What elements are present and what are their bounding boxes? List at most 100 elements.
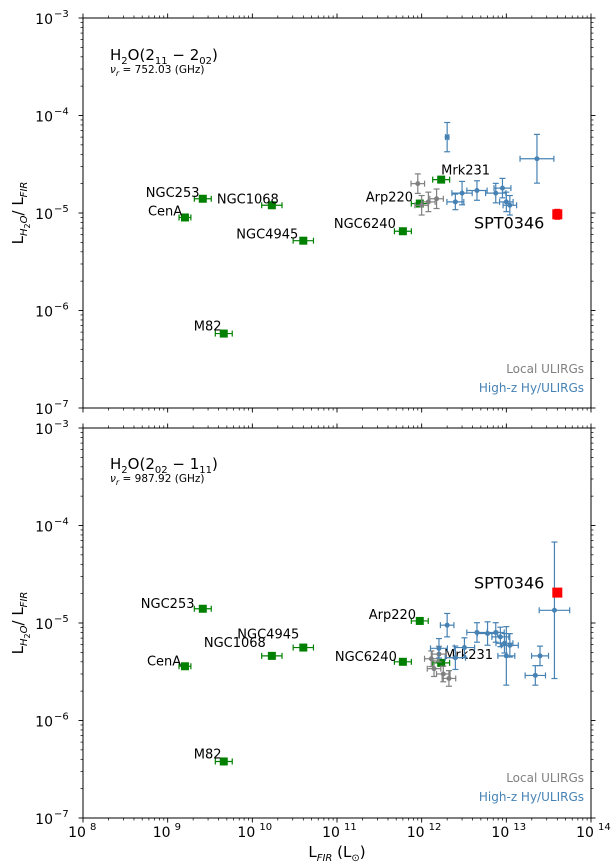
- highz-ulirg-marker: [444, 622, 450, 628]
- nearby-galaxy-marker: [198, 604, 207, 613]
- nearby-galaxy-marker: [415, 199, 424, 208]
- panel-top-title: H2O(211 − 202): [110, 46, 218, 67]
- highz-ulirg-marker: [459, 190, 465, 196]
- nearby-galaxy-marker: [180, 662, 189, 671]
- y-tick-exponent: −3: [54, 419, 69, 430]
- local-ulirg-marker: [431, 666, 437, 672]
- y-tick-label: 10: [35, 305, 53, 321]
- highz-ulirg-marker: [461, 645, 467, 651]
- highz-ulirg-marker: [534, 156, 540, 162]
- galaxy-label: NGC6240: [335, 650, 397, 665]
- galaxy-label: NGC253: [146, 186, 200, 201]
- nearby-galaxy-marker: [267, 201, 276, 210]
- nearby-galaxy-marker: [219, 757, 228, 766]
- highz-ulirg-marker: [537, 653, 543, 659]
- y-tick-label: 10: [35, 402, 53, 418]
- x-axis-label: LFIR (L⊙): [308, 843, 365, 863]
- x-tick-exponent: 13: [513, 822, 526, 833]
- y-tick-label: 10: [35, 520, 53, 536]
- y-tick-exponent: −5: [54, 204, 69, 215]
- x-tick-exponent: 8: [90, 822, 96, 833]
- galaxy-label: CenA: [148, 204, 182, 219]
- nearby-galaxy-marker: [198, 194, 207, 203]
- x-tick-label: 10: [407, 825, 425, 841]
- y-tick-label: 10: [35, 617, 53, 633]
- galaxy-label: NGC4945: [236, 228, 298, 243]
- y-tick-label: 10: [35, 207, 53, 223]
- highz-ulirg-marker: [503, 199, 509, 205]
- x-tick-label: 10: [491, 825, 509, 841]
- y-tick-label: 10: [35, 715, 53, 731]
- y-tick-exponent: −7: [54, 809, 69, 820]
- marks-top: 10−710−610−510−410 −3NGC253CenANGC1068NGC…: [35, 9, 596, 418]
- y-tick-exponent: −4: [54, 517, 69, 528]
- highz-ulirg-marker: [474, 188, 480, 194]
- x-tick-label: 10: [153, 825, 171, 841]
- highz-ulirg-marker: [499, 185, 505, 191]
- highz-ulirg-marker: [436, 645, 442, 651]
- nearby-galaxy-marker: [398, 657, 407, 666]
- highz-ulirg-marker: [507, 642, 513, 648]
- y-tick-exponent: −3: [54, 9, 69, 20]
- local-ulirg-marker: [419, 202, 425, 208]
- local-ulirg-marker: [428, 656, 434, 662]
- x-tick-exponent: 10: [259, 822, 272, 833]
- galaxy-label: NGC1068: [217, 192, 279, 207]
- x-tick-label: 10: [237, 825, 255, 841]
- y-tick-exponent: −6: [54, 302, 69, 313]
- panel-top: H2O(211 − 202) νr = 752.03 (GHz) LH2O/ L…: [9, 9, 596, 418]
- y-tick-exponent: −6: [54, 712, 69, 723]
- nearby-galaxy-marker: [437, 658, 446, 667]
- nearby-galaxy-marker: [398, 227, 407, 236]
- highz-ulirg-marker: [532, 672, 538, 678]
- local-ulirg-marker: [434, 196, 440, 202]
- highz-ulirg-marker: [452, 655, 458, 661]
- highz-ulirg-marker: [507, 202, 513, 208]
- x-tick-exponent: 11: [344, 822, 357, 833]
- local-ulirg-marker: [440, 671, 446, 677]
- panel-bottom-subtitle: νr = 987.92 (GHz): [110, 473, 204, 487]
- panel-top-subtitle: νr = 752.03 (GHz): [110, 64, 204, 78]
- legend-local-top: Local ULIRGs: [506, 362, 584, 376]
- x-tick-exponent: 9: [175, 822, 181, 833]
- galaxy-label: NGC4945: [237, 628, 299, 643]
- highz-ulirg-marker: [497, 634, 503, 640]
- nearby-galaxy-marker: [415, 616, 424, 625]
- galaxy-label: SPT0346: [474, 213, 544, 232]
- y-tick-label: 10: [35, 422, 53, 438]
- galaxy-label: NGC253: [141, 597, 195, 612]
- local-ulirg-marker: [415, 181, 421, 187]
- x-tick-exponent: 12: [429, 822, 442, 833]
- local-ulirg-marker: [446, 675, 452, 681]
- legend-bottom: Local ULIRGs High-z Hy/ULIRGs: [479, 771, 584, 804]
- legend-local-bottom: Local ULIRGs: [506, 771, 584, 785]
- y-tick-exponent: −7: [54, 399, 69, 410]
- legend-highz-bottom: High-z Hy/ULIRGs: [479, 790, 584, 804]
- highz-ulirg-marker: [493, 190, 499, 196]
- spt0346-marker: [552, 209, 563, 220]
- panel-bottom-title: H2O(202 − 111): [110, 455, 218, 476]
- y-tick-label: 10: [35, 110, 53, 126]
- galaxy-label: CenA: [147, 654, 181, 669]
- galaxy-label: Mrk231: [444, 648, 493, 663]
- galaxy-label: Arp220: [366, 191, 413, 206]
- x-tick-label: 10: [322, 825, 340, 841]
- panel-bottom-ylabel: LH2O/ LFIR: [9, 592, 32, 655]
- highz-ulirg-marker: [551, 607, 557, 613]
- y-tick-label: 10: [35, 12, 53, 28]
- galaxy-label: M82: [194, 747, 222, 762]
- y-tick-exponent: −5: [54, 614, 69, 625]
- nearby-galaxy-marker: [267, 651, 276, 660]
- highz-ulirg-marker: [493, 629, 499, 635]
- y-tick-exponent: −4: [54, 107, 69, 118]
- legend-highz-top: High-z Hy/ULIRGs: [479, 381, 584, 395]
- galaxy-label: M82: [194, 320, 222, 335]
- galaxy-label: Mrk231: [441, 164, 490, 179]
- galaxy-label: NGC6240: [334, 217, 396, 232]
- legend-top: Local ULIRGs High-z Hy/ULIRGs: [479, 362, 584, 395]
- highz-ulirg-marker: [501, 640, 507, 646]
- nearby-galaxy-marker: [299, 643, 308, 652]
- galaxy-label: SPT0346: [474, 574, 544, 593]
